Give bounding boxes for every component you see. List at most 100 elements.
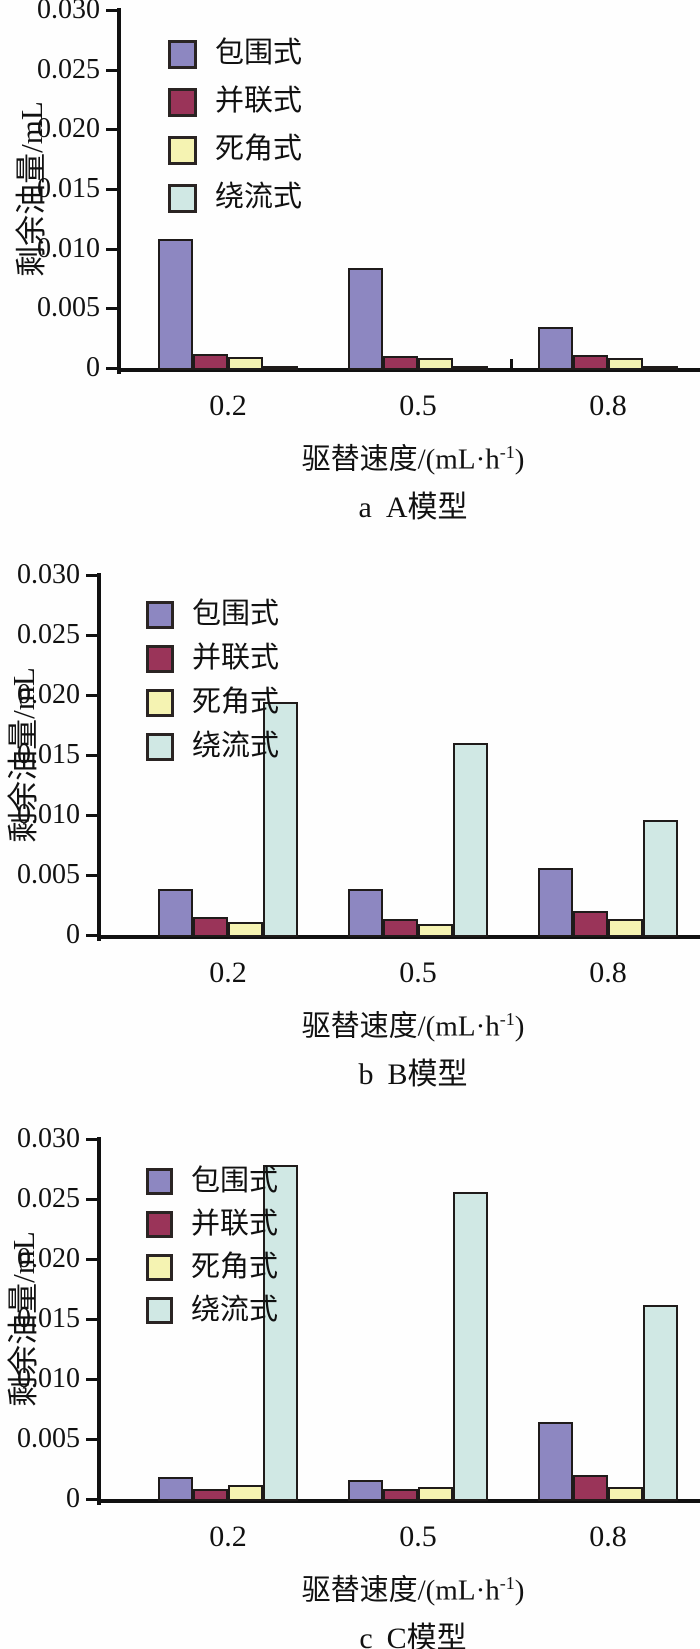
x-axis-title-text: 驱替速度/(mL·h <box>301 1010 500 1043</box>
legend-swatch-并联式 <box>168 88 197 117</box>
bar-并联式-0.5 <box>383 1489 418 1501</box>
y-axis <box>97 1137 101 1505</box>
bar-包围式-0.8 <box>538 1422 573 1501</box>
bar-死角式-0.2 <box>228 357 263 370</box>
y-tick <box>106 128 117 131</box>
y-tick-label: 0.010 <box>17 1363 80 1394</box>
y-tick <box>86 1258 97 1261</box>
caption-letter: c <box>359 1622 373 1649</box>
bar-包围式-0.2 <box>158 239 193 370</box>
bar-死角式-0.2 <box>228 922 263 937</box>
bar-并联式-0.8 <box>573 911 608 937</box>
legend-swatch-死角式 <box>146 1254 173 1281</box>
bar-绕流式-0.8 <box>643 820 678 937</box>
y-tick <box>106 188 117 191</box>
y-tick <box>86 1498 97 1501</box>
legend-swatch-并联式 <box>146 1211 173 1238</box>
y-tick <box>86 634 97 637</box>
bar-并联式-0.8 <box>573 355 608 370</box>
bar-死角式-0.8 <box>608 919 643 937</box>
y-axis-title: 剩余油量/mL <box>14 101 49 277</box>
bar-绕流式-0.5 <box>453 1192 488 1501</box>
legend-swatch-包围式 <box>146 601 174 629</box>
legend-swatch-绕流式 <box>146 1297 173 1324</box>
bar-并联式-0.2 <box>193 917 228 937</box>
bar-绕流式-0.8 <box>643 366 678 370</box>
y-tick-label: 0.020 <box>17 679 80 710</box>
bar-包围式-0.5 <box>348 889 383 937</box>
x-category-label: 0.5 <box>399 1520 437 1553</box>
bar-包围式-0.8 <box>538 327 573 370</box>
legend-swatch-死角式 <box>168 136 197 165</box>
y-tick <box>86 874 97 877</box>
y-tick <box>106 69 117 72</box>
legend-label-死角式: 死角式 <box>192 686 280 718</box>
y-tick <box>86 1378 97 1381</box>
y-tick-label: 0.030 <box>37 0 100 25</box>
y-tick-label: 0.005 <box>17 1423 80 1454</box>
legend-label-绕流式: 绕流式 <box>192 730 280 762</box>
x-axis <box>117 368 700 372</box>
x-category-label: 0.5 <box>399 956 437 989</box>
chart-caption: b B模型 <box>358 1059 467 1091</box>
bar-并联式-0.2 <box>193 1489 228 1501</box>
bar-包围式-0.5 <box>348 1480 383 1501</box>
bar-死角式-0.8 <box>608 1487 643 1501</box>
y-tick <box>86 1198 97 1201</box>
legend-label-包围式: 包围式 <box>192 598 280 630</box>
legend-label-死角式: 死角式 <box>215 133 303 165</box>
legend-swatch-绕流式 <box>168 184 197 213</box>
caption-letter: b <box>358 1058 374 1091</box>
chart-caption: a A模型 <box>359 492 468 524</box>
superscript-exponent: -1 <box>499 1573 515 1593</box>
bar-绕流式-0.5 <box>453 366 488 370</box>
x-axis-title-close: ) <box>514 1574 525 1607</box>
bar-绕流式-0.2 <box>263 1165 298 1501</box>
y-tick <box>86 814 97 817</box>
superscript-exponent: -1 <box>499 1009 515 1029</box>
legend-swatch-死角式 <box>146 689 174 717</box>
y-tick-label: 0.025 <box>17 619 80 650</box>
chart-caption: c C模型 <box>359 1623 466 1649</box>
legend-swatch-包围式 <box>146 1168 173 1195</box>
bar-死角式-0.5 <box>418 358 453 370</box>
x-category-label: 0.8 <box>589 1520 627 1553</box>
bar-死角式-0.2 <box>228 1485 263 1501</box>
y-tick <box>86 934 97 937</box>
x-axis-title-text: 驱替速度/(mL·h <box>301 443 500 476</box>
y-tick-label: 0.020 <box>17 1243 80 1274</box>
y-tick-label: 0.005 <box>37 292 100 323</box>
x-category-label: 0.2 <box>209 956 247 989</box>
caption-title: C模型 <box>386 1622 467 1649</box>
y-tick-label: 0.015 <box>37 173 100 204</box>
y-tick-label: 0.020 <box>37 113 100 144</box>
bar-绕流式-0.2 <box>263 366 298 370</box>
bar-并联式-0.8 <box>573 1475 608 1501</box>
y-tick <box>86 574 97 577</box>
legend-label-并联式: 并联式 <box>192 642 280 674</box>
bar-死角式-0.5 <box>418 1487 453 1501</box>
legend-label-包围式: 包围式 <box>191 1165 279 1197</box>
y-tick <box>106 248 117 251</box>
bar-死角式-0.5 <box>418 924 453 937</box>
legend-label-并联式: 并联式 <box>215 85 303 117</box>
bar-绕流式-0.5 <box>453 743 488 937</box>
y-tick <box>86 1318 97 1321</box>
y-tick <box>106 367 117 370</box>
y-tick-label: 0 <box>66 919 80 950</box>
y-tick-label: 0.025 <box>37 54 100 85</box>
y-tick <box>86 694 97 697</box>
bar-包围式-0.8 <box>538 868 573 937</box>
superscript-exponent: -1 <box>499 442 515 462</box>
bar-并联式-0.5 <box>383 919 418 937</box>
x-axis-title-close: ) <box>514 443 525 476</box>
caption-title: A模型 <box>385 491 468 524</box>
y-tick-label: 0.010 <box>37 233 100 264</box>
caption-letter: a <box>358 491 372 524</box>
x-category-label: 0.8 <box>589 389 627 422</box>
bar-包围式-0.2 <box>158 889 193 937</box>
y-tick-label: 0.030 <box>17 1123 80 1154</box>
bar-并联式-0.5 <box>383 356 418 370</box>
x-category-label: 0.5 <box>399 389 437 422</box>
x-axis-title: 驱替速度/(mL·h-1) <box>302 1567 525 1607</box>
